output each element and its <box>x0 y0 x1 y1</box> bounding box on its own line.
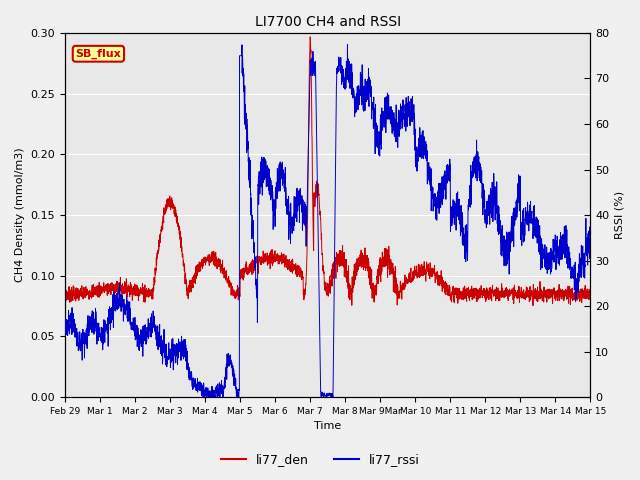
Legend: li77_den, li77_rssi: li77_den, li77_rssi <box>216 448 424 471</box>
Y-axis label: RSSI (%): RSSI (%) <box>615 191 625 239</box>
X-axis label: Time: Time <box>314 421 341 432</box>
Title: LI7700 CH4 and RSSI: LI7700 CH4 and RSSI <box>255 15 401 29</box>
Y-axis label: CH4 Density (mmol/m3): CH4 Density (mmol/m3) <box>15 148 25 282</box>
Text: SB_flux: SB_flux <box>76 48 122 59</box>
